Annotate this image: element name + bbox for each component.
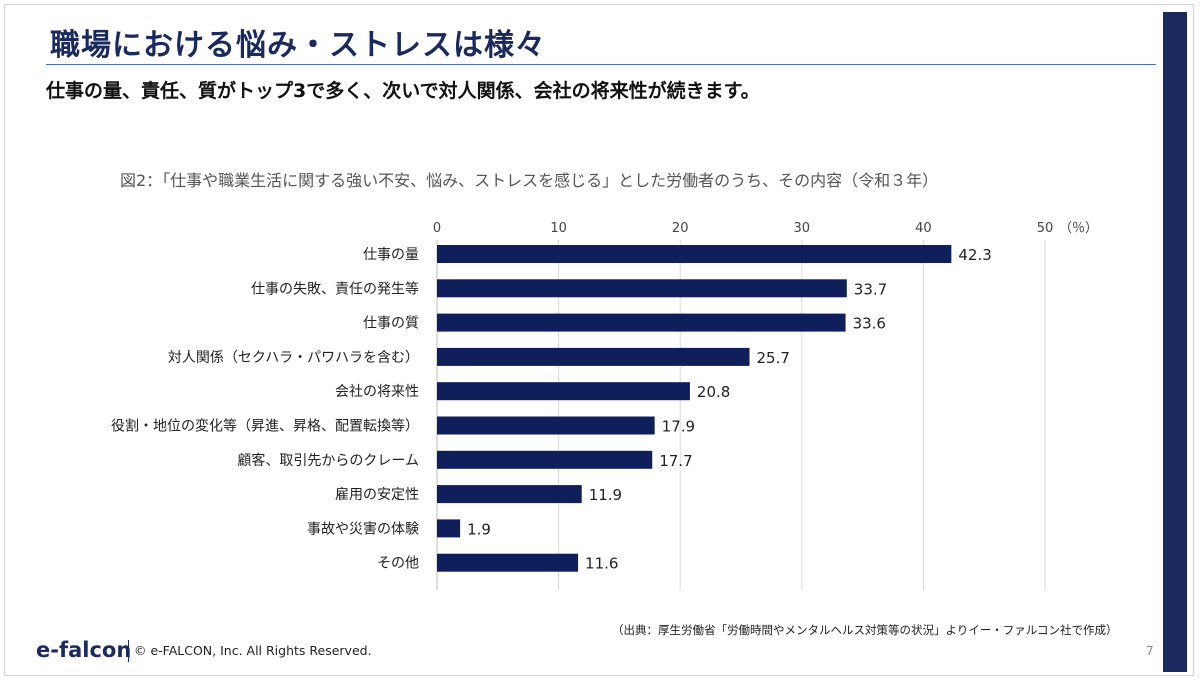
value-label: 20.8 bbox=[697, 383, 730, 401]
value-label: 33.7 bbox=[854, 280, 887, 298]
x-tick-label: 50 bbox=[1037, 221, 1054, 236]
slide bbox=[4, 4, 1194, 676]
category-label: 雇用の安定性 bbox=[335, 486, 419, 503]
value-label: 17.9 bbox=[662, 418, 695, 436]
x-tick-label: 40 bbox=[915, 221, 932, 236]
x-tick-label: 20 bbox=[672, 221, 689, 236]
category-label: 会社の将来性 bbox=[335, 384, 419, 400]
copyright-text: © e-FALCON, Inc. All Rights Reserved. bbox=[134, 643, 372, 658]
x-tick-label: 30 bbox=[794, 221, 811, 236]
unit-label: （％） bbox=[1059, 221, 1098, 236]
bar bbox=[437, 279, 847, 298]
page-number: 7 bbox=[1146, 644, 1154, 658]
category-label: 対人関係（セクハラ・パワハラを含む） bbox=[168, 350, 419, 366]
chart-title: 図2：「仕事や職業生活に関する強い不安、悩み、ストレスを感じる」とした労働者のう… bbox=[120, 171, 939, 190]
x-tick-label: 10 bbox=[550, 221, 567, 236]
page-subtitle: 仕事の量、責任、質がトップ3で多く、次いで対人関係、会社の将来性が続きます。 bbox=[46, 80, 760, 102]
category-label: 事故や災害の体験 bbox=[307, 521, 419, 537]
value-label: 1.9 bbox=[467, 520, 491, 538]
value-label: 25.7 bbox=[757, 349, 790, 367]
category-label: その他 bbox=[377, 556, 419, 572]
value-label: 33.6 bbox=[853, 315, 886, 333]
bar bbox=[437, 313, 846, 332]
bar bbox=[437, 347, 750, 366]
bar bbox=[437, 485, 582, 504]
category-label: 役割・地位の変化等（昇進、昇格、配置転換等） bbox=[111, 418, 419, 435]
value-label: 42.3 bbox=[958, 246, 991, 264]
company-logo: e-falcon bbox=[36, 638, 132, 662]
source-note: （出典：厚生労働省「労働時間やメンタルヘルス対策等の状況」よりイー・ファルコン社… bbox=[612, 623, 1118, 637]
bar bbox=[437, 450, 653, 469]
bar bbox=[437, 245, 952, 263]
category-label: 仕事の量 bbox=[363, 247, 419, 263]
bar bbox=[437, 519, 461, 538]
value-label: 11.9 bbox=[589, 486, 622, 504]
bar bbox=[437, 382, 690, 401]
x-tick-label: 0 bbox=[433, 221, 441, 236]
page-title: 職場における悩み・ストレスは様々 bbox=[50, 28, 546, 63]
value-label: 11.6 bbox=[585, 555, 618, 573]
category-label: 仕事の質 bbox=[363, 316, 419, 332]
value-label: 17.7 bbox=[659, 452, 692, 470]
category-label: 顧客、取引先からのクレーム bbox=[237, 452, 419, 469]
bar-chart: 0 10 20 30 40 50 （％） 仕事の量 42.3 仕事の失敗、責任の発生等 33.7 仕事… bbox=[111, 221, 1098, 590]
bar bbox=[437, 416, 655, 435]
title-divider bbox=[46, 64, 1156, 65]
accent-bar bbox=[1163, 12, 1187, 672]
category-label: 仕事の失敗、責任の発生等 bbox=[251, 280, 419, 297]
bar bbox=[437, 553, 579, 572]
logo-divider bbox=[128, 640, 129, 662]
